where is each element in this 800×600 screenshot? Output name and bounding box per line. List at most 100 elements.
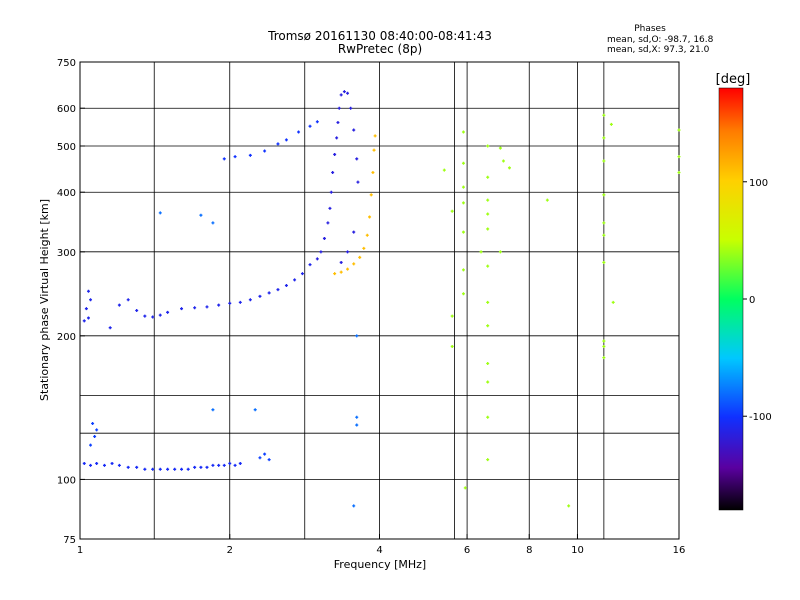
data-point xyxy=(609,122,613,126)
data-point xyxy=(498,250,502,254)
y-tick-label: 750 xyxy=(57,58,76,69)
data-point xyxy=(486,300,490,304)
data-point xyxy=(611,300,615,304)
data-point xyxy=(461,185,465,189)
data-point xyxy=(143,467,147,471)
data-point xyxy=(228,301,232,305)
data-point xyxy=(339,93,343,97)
y-tick-label: 75 xyxy=(63,535,76,546)
data-point xyxy=(450,209,454,213)
data-point xyxy=(335,136,339,140)
data-point xyxy=(355,415,359,419)
data-point xyxy=(450,344,454,348)
data-point xyxy=(173,467,177,471)
data-point xyxy=(336,121,340,125)
data-point xyxy=(222,463,226,467)
data-point xyxy=(362,246,366,250)
data-point xyxy=(211,221,215,225)
data-point xyxy=(461,130,465,134)
data-point xyxy=(205,465,209,469)
chart-title: Tromsø 20161130 08:40:00-08:41:43 xyxy=(267,29,492,43)
data-point xyxy=(346,250,350,254)
data-point xyxy=(284,138,288,142)
data-point xyxy=(158,467,162,471)
colorbar-label: [deg] xyxy=(716,72,751,87)
x-tick-label: 8 xyxy=(526,545,532,556)
data-point xyxy=(349,106,353,110)
data-points xyxy=(82,90,681,508)
data-point xyxy=(284,283,288,287)
data-point xyxy=(463,486,467,490)
data-point xyxy=(365,233,369,237)
data-point xyxy=(352,504,356,508)
data-point xyxy=(450,314,454,318)
y-tick-label: 100 xyxy=(57,475,76,486)
data-point xyxy=(300,272,304,276)
x-tick-label: 10 xyxy=(571,545,584,556)
data-point xyxy=(117,303,121,307)
y-tick-label: 500 xyxy=(57,142,76,153)
phase-stats-x: mean, sd,X: 97.3, 21.0 xyxy=(607,45,710,55)
data-point xyxy=(233,155,237,159)
data-point xyxy=(602,193,606,197)
data-point xyxy=(126,298,130,302)
data-point xyxy=(498,146,502,150)
data-point xyxy=(117,463,121,467)
data-point xyxy=(263,149,267,153)
data-point xyxy=(186,467,190,471)
data-point xyxy=(86,316,90,320)
data-point xyxy=(158,211,162,215)
x-tick-label: 1 xyxy=(77,545,83,556)
x-tick-labels: 1 2 4 6 8 10 16 xyxy=(77,534,685,556)
data-point xyxy=(602,260,606,264)
data-point xyxy=(372,148,376,152)
data-point xyxy=(567,504,571,508)
data-point xyxy=(355,334,359,338)
data-point xyxy=(602,233,606,237)
data-point xyxy=(461,268,465,272)
phase-stats-o: mean, sd,O: -98.7, 16.8 xyxy=(607,35,714,45)
data-point xyxy=(276,288,280,292)
data-point xyxy=(486,264,490,268)
chart-subtitle: RwPretec (8p) xyxy=(338,42,422,56)
y-tick-label: 200 xyxy=(57,332,76,343)
phase-stats-title: Phases xyxy=(634,24,666,34)
data-point xyxy=(233,463,237,467)
data-point xyxy=(108,326,112,330)
data-point xyxy=(352,128,356,132)
data-point xyxy=(102,463,106,467)
y-tick-label: 600 xyxy=(57,104,76,115)
data-point xyxy=(308,263,312,267)
data-point xyxy=(82,461,86,465)
data-point xyxy=(217,303,221,307)
data-point xyxy=(82,319,86,323)
data-point xyxy=(461,292,465,296)
x-axis-label: Frequency [MHz] xyxy=(334,558,426,571)
data-point xyxy=(211,463,215,467)
data-point xyxy=(373,134,377,138)
data-point xyxy=(326,221,330,225)
data-point xyxy=(602,339,606,343)
data-point xyxy=(486,144,490,148)
colorbar-tick-label: 100 xyxy=(749,178,768,189)
data-point xyxy=(486,361,490,365)
data-point xyxy=(346,91,350,95)
data-point xyxy=(486,227,490,231)
y-tick-label: 400 xyxy=(57,188,76,199)
data-point xyxy=(486,415,490,419)
data-point xyxy=(199,213,203,217)
data-point xyxy=(126,465,130,469)
x-tick-label: 2 xyxy=(227,545,233,556)
data-point xyxy=(293,278,297,282)
data-point xyxy=(143,314,147,318)
data-point xyxy=(486,198,490,202)
data-point xyxy=(253,408,257,412)
data-point xyxy=(355,157,359,161)
data-point xyxy=(180,307,184,311)
colorbar-tick-label: -100 xyxy=(749,412,772,423)
data-point xyxy=(356,180,360,184)
data-point xyxy=(166,310,170,314)
data-point xyxy=(222,157,226,161)
data-point xyxy=(545,198,549,202)
